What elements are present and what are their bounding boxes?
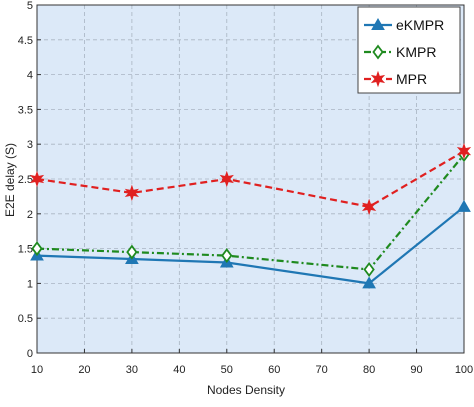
x-tick-label: 20: [78, 364, 90, 376]
y-tick-label: 1.5: [18, 244, 33, 256]
data-point-mpr: [456, 142, 472, 160]
x-tick-label: 80: [363, 364, 375, 376]
x-tick-label: 50: [221, 364, 233, 376]
y-tick-label: 1: [27, 278, 33, 290]
legend-item-mpr: MPR: [364, 70, 427, 88]
grid: [37, 5, 464, 353]
y-tick-label: 4: [27, 70, 33, 82]
data-point-mpr: [361, 198, 377, 216]
data-point-kmpr: [363, 261, 375, 277]
legend-marker-kmpr: [372, 44, 384, 60]
data-point-mpr: [219, 170, 234, 188]
x-tick-label: 10: [31, 364, 43, 376]
y-tick-label: 0.5: [18, 313, 33, 325]
legend-label-kmpr: KMPR: [396, 44, 436, 60]
y-tick-label: 2: [27, 209, 33, 221]
x-tick-label: 70: [316, 364, 328, 376]
legend: eKMPR KMPR MPR: [357, 6, 461, 94]
data-point-kmpr: [221, 248, 233, 264]
y-tick-label: 4.5: [18, 35, 33, 47]
data-point-ekmpr: [362, 276, 376, 289]
legend-label-mpr: MPR: [396, 71, 427, 87]
y-tick-label: 3.5: [18, 104, 33, 116]
data-point-kmpr: [31, 241, 43, 257]
data-point-kmpr: [126, 244, 138, 260]
x-tick-label: 90: [410, 364, 422, 376]
legend-marker-ekmpr: [371, 17, 385, 30]
legend-entries: eKMPR KMPR MPR: [364, 17, 444, 88]
y-tick-label: 0: [27, 348, 33, 360]
x-axis-label: Nodes Density: [207, 383, 285, 397]
x-tick-label: 30: [126, 364, 138, 376]
legend-item-ekmpr: eKMPR: [364, 17, 444, 33]
y-tick-label: 5: [27, 0, 33, 12]
y-tick-label: 3: [27, 139, 33, 151]
legend-label-ekmpr: eKMPR: [396, 17, 444, 33]
data-point-mpr: [124, 184, 140, 202]
series-mpr: [29, 142, 472, 216]
y-axis-label: E2E delay (S): [3, 143, 17, 217]
legend-marker-mpr: [370, 70, 386, 88]
series-line-kmpr: [36, 153, 465, 271]
axis-ticks: 10 20 30 40 50 60 70 80 90 100 0 0.5 1 1.5 2 2.5 3 3.5 4 4.…: [18, 0, 473, 376]
y-tick-label: 2.5: [18, 174, 33, 186]
x-tick-label: 100: [455, 364, 473, 376]
series-lines: [29, 142, 472, 289]
legend-item-kmpr: KMPR: [364, 44, 436, 60]
x-tick-label: 60: [268, 364, 280, 376]
x-tick-label: 40: [173, 364, 185, 376]
data-point-mpr: [29, 170, 45, 188]
data-point-ekmpr: [457, 199, 471, 212]
